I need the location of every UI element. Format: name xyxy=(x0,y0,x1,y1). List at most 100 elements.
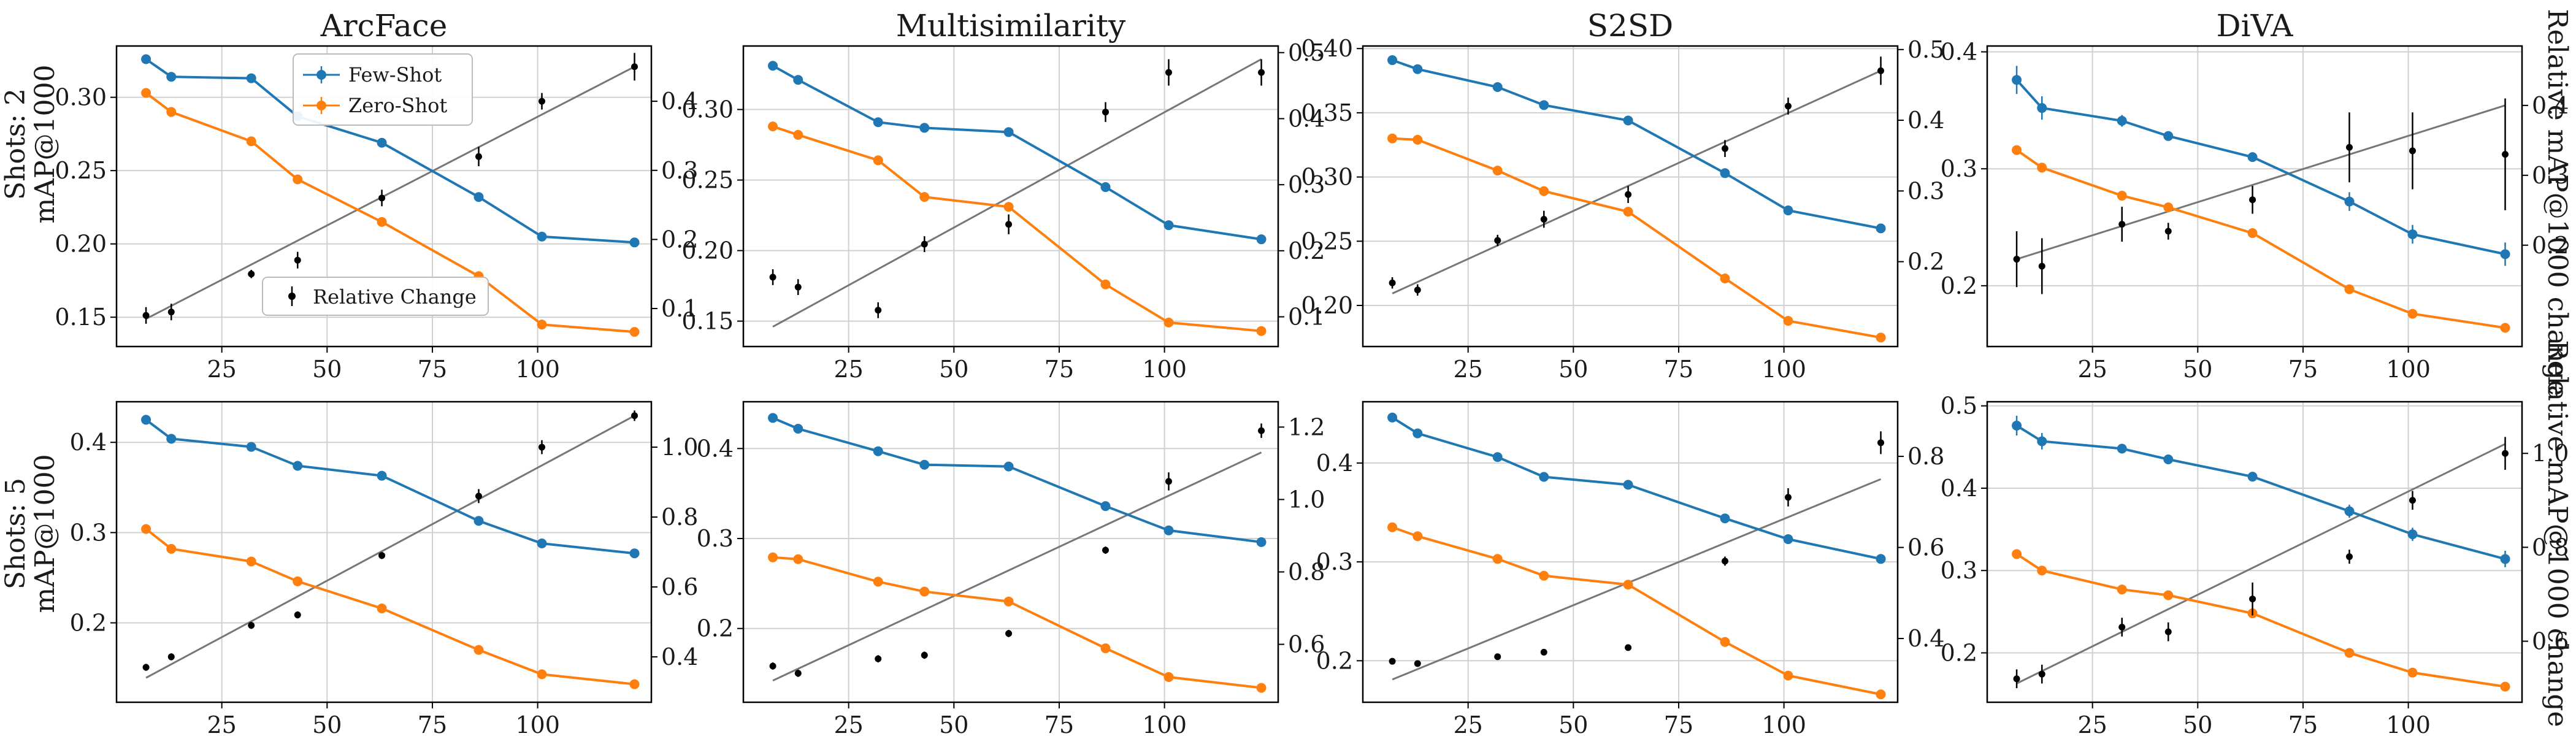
y-tick-label: 0.5 xyxy=(1941,393,1977,420)
legend-few-shot-marker xyxy=(316,70,326,80)
panels: 25 50 75 100 0.15 0.20 0.25 0.30 0.1 0.2 0.3 0.4 Arc… xyxy=(55,8,2569,736)
x-tick-label: 25 xyxy=(207,356,236,383)
y-tick-label: 0.2 xyxy=(1316,647,1353,674)
x-tick-label: 100 xyxy=(515,711,560,736)
y2-tick-label: 0.8 xyxy=(661,504,698,531)
few-shot-point xyxy=(246,442,256,452)
zero-shot-point xyxy=(1623,580,1633,590)
relative-change-point xyxy=(1784,102,1792,110)
few-shot-point xyxy=(1783,534,1793,545)
x-tick-label: 100 xyxy=(515,356,560,383)
y2-tick-label: 0.6 xyxy=(1288,631,1325,658)
few-shot-point xyxy=(293,461,303,471)
few-shot-point xyxy=(1720,168,1730,178)
zero-shot-point xyxy=(1539,186,1549,196)
zero-shot-point xyxy=(246,136,256,147)
few-shot-point xyxy=(1720,513,1730,524)
y-tick-label: 0.4 xyxy=(70,429,107,456)
y2-tick-label: 0.4 xyxy=(661,643,698,670)
y2-tick-label: 0.6 xyxy=(2532,627,2569,654)
zero-shot-point xyxy=(2344,284,2355,294)
zero-shot-point xyxy=(2407,667,2418,678)
few-shot-point xyxy=(1539,100,1549,110)
y-tick-label: 0.3 xyxy=(697,525,734,552)
zero-shot-point xyxy=(2163,202,2174,213)
x-tick-label: 100 xyxy=(2386,711,2431,736)
relative-change-point xyxy=(1877,67,1885,74)
x-tick-label: 50 xyxy=(939,711,968,736)
zero-shot-point xyxy=(2037,163,2047,173)
few-shot-point xyxy=(919,459,930,470)
x-tick-label: 25 xyxy=(1453,711,1482,736)
y2-tick-label: 0.5 xyxy=(1907,36,1944,63)
few-shot-point xyxy=(629,548,640,559)
zero-shot-point xyxy=(2117,191,2127,201)
few-shot-point xyxy=(1163,525,1174,535)
few-shot-line xyxy=(145,418,635,555)
y-tick-label: 0.3 xyxy=(70,519,107,546)
y-tick-label: 0.25 xyxy=(1301,228,1353,255)
relative-change-point xyxy=(769,662,776,670)
relative-change-point xyxy=(2249,596,2256,603)
relative-change-point xyxy=(1258,427,1265,434)
relative-change-point xyxy=(2164,628,2172,635)
few-shot-point xyxy=(246,73,256,83)
relative-change-point xyxy=(2038,263,2045,270)
y-tick-label: 0.4 xyxy=(1316,450,1353,477)
few-shot-line xyxy=(772,64,1262,241)
row-label-map-1: mAP@1000 xyxy=(29,64,61,223)
zero-shot-line xyxy=(145,91,635,334)
relative-change-point xyxy=(2118,624,2126,631)
relative-change-point xyxy=(1494,237,1501,244)
legend-relative-change-marker xyxy=(288,293,296,300)
relative-change-point xyxy=(142,312,150,319)
zero-shot-point xyxy=(793,129,803,140)
zero-shot-point xyxy=(537,669,547,680)
y2-tick-label: 0.4 xyxy=(1907,625,1944,652)
x-tick-label: 25 xyxy=(834,356,863,383)
y2-tick-label: 1.2 xyxy=(1288,413,1325,440)
few-shot-line xyxy=(145,58,635,244)
zero-shot-point xyxy=(2407,309,2418,319)
x-tick-label: 100 xyxy=(1761,356,1806,383)
relative-change-point xyxy=(2345,144,2353,151)
few-shot-point xyxy=(1387,412,1398,423)
figure-labels: Shots: 2 mAP@1000 Shots: 5 mAP@1000 Rela… xyxy=(0,9,2573,727)
zero-shot-point xyxy=(768,121,778,132)
zero-shot-line xyxy=(2015,553,2505,688)
relative-change-point xyxy=(142,664,150,671)
y2-tick-label: 0.1 xyxy=(661,295,698,322)
legend-few-shot-label: Few-Shot xyxy=(348,63,442,86)
zero-shot-point xyxy=(2247,228,2258,239)
trend-line xyxy=(1392,478,1882,681)
relative-change-point xyxy=(1721,145,1728,152)
trend-line xyxy=(2016,104,2505,260)
zero-shot-point xyxy=(2500,681,2510,692)
few-shot-point xyxy=(166,434,177,444)
relative-change-point xyxy=(294,611,301,619)
y-tick-label: 0.30 xyxy=(681,96,734,123)
relative-change-point xyxy=(1414,660,1421,667)
few-shot-point xyxy=(919,123,930,133)
few-shot-point xyxy=(793,424,803,434)
y2-tick-label: 0.2 xyxy=(2532,232,2569,259)
zero-shot-line xyxy=(1392,137,1881,339)
zero-shot-point xyxy=(377,217,387,227)
x-tick-label: 50 xyxy=(312,711,342,736)
relative-change-point xyxy=(538,98,545,105)
few-shot-point xyxy=(768,61,778,71)
right-ylabel-row-2: Relative mAP@1000 change xyxy=(2542,340,2573,727)
relative-change-point xyxy=(167,653,175,661)
few-shot-point xyxy=(629,237,640,248)
x-tick-label: 50 xyxy=(939,356,968,383)
y2-tick-label: 0.8 xyxy=(1288,558,1325,585)
relative-change-point xyxy=(475,153,482,160)
relative-change-point xyxy=(2345,553,2353,561)
zero-shot-point xyxy=(1876,689,1886,700)
relative-change-point xyxy=(1005,630,1013,637)
zero-shot-line xyxy=(772,125,1262,332)
zero-shot-point xyxy=(919,192,930,202)
zero-shot-line xyxy=(1392,526,1881,696)
series-legend: Few-Shot Zero-Shot xyxy=(293,53,473,126)
